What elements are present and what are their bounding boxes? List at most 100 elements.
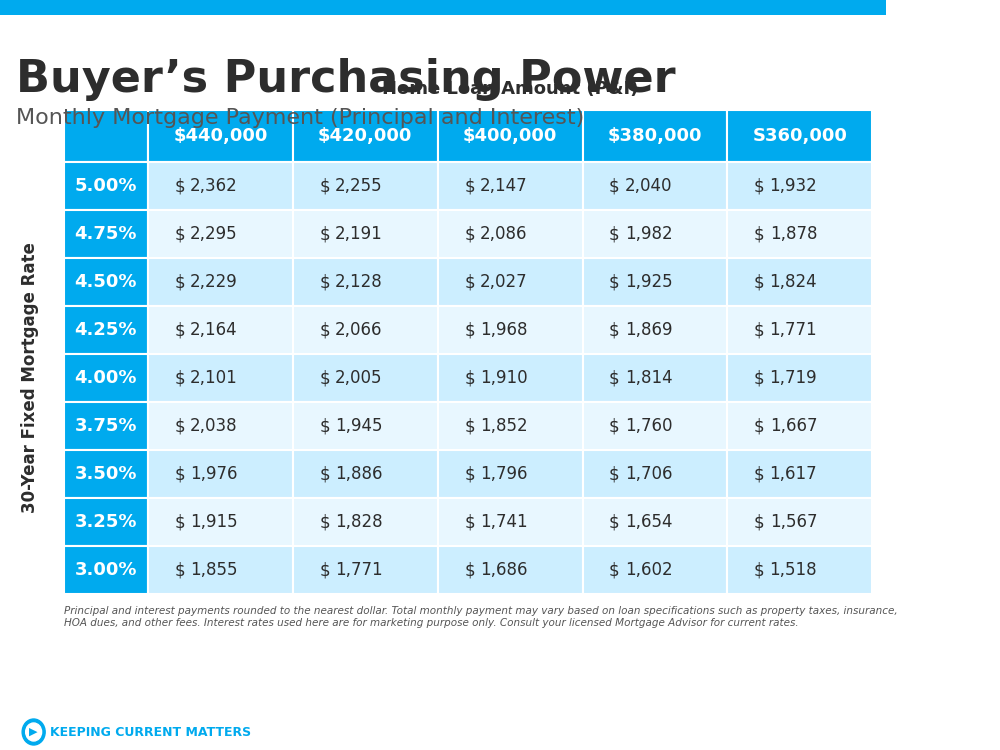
Text: $: $ bbox=[754, 273, 765, 291]
FancyBboxPatch shape bbox=[438, 306, 583, 354]
FancyBboxPatch shape bbox=[293, 402, 438, 450]
Text: $: $ bbox=[609, 273, 620, 291]
Circle shape bbox=[22, 719, 45, 745]
Text: 30-Year Fixed Mortgage Rate: 30-Year Fixed Mortgage Rate bbox=[21, 242, 39, 514]
FancyBboxPatch shape bbox=[293, 110, 438, 162]
FancyBboxPatch shape bbox=[64, 402, 148, 450]
FancyBboxPatch shape bbox=[583, 110, 727, 162]
Text: 1,760: 1,760 bbox=[625, 417, 672, 435]
Text: $: $ bbox=[754, 513, 765, 531]
FancyBboxPatch shape bbox=[293, 354, 438, 402]
Text: $: $ bbox=[464, 273, 475, 291]
Text: Home Loan Amount (P&I): Home Loan Amount (P&I) bbox=[382, 80, 638, 98]
Text: $: $ bbox=[609, 177, 620, 195]
FancyBboxPatch shape bbox=[727, 258, 872, 306]
FancyBboxPatch shape bbox=[727, 450, 872, 498]
Text: $440,000: $440,000 bbox=[173, 127, 268, 145]
FancyBboxPatch shape bbox=[727, 110, 872, 162]
FancyBboxPatch shape bbox=[293, 210, 438, 258]
FancyBboxPatch shape bbox=[148, 498, 293, 546]
Text: 1,824: 1,824 bbox=[770, 273, 817, 291]
Text: $: $ bbox=[464, 417, 475, 435]
Text: 1,932: 1,932 bbox=[769, 177, 817, 195]
Text: 1,771: 1,771 bbox=[770, 321, 817, 339]
Text: $: $ bbox=[464, 561, 475, 579]
Text: 2,101: 2,101 bbox=[190, 369, 238, 387]
Text: $: $ bbox=[754, 321, 765, 339]
Text: 2,164: 2,164 bbox=[190, 321, 238, 339]
FancyBboxPatch shape bbox=[438, 210, 583, 258]
Text: 2,066: 2,066 bbox=[335, 321, 383, 339]
Text: ▶: ▶ bbox=[29, 727, 38, 737]
Text: 1,814: 1,814 bbox=[625, 369, 672, 387]
FancyBboxPatch shape bbox=[727, 498, 872, 546]
Text: $: $ bbox=[319, 561, 330, 579]
FancyBboxPatch shape bbox=[148, 546, 293, 594]
FancyBboxPatch shape bbox=[438, 402, 583, 450]
Text: 2,040: 2,040 bbox=[625, 177, 672, 195]
Text: $: $ bbox=[319, 465, 330, 483]
Text: 2,086: 2,086 bbox=[480, 225, 527, 243]
FancyBboxPatch shape bbox=[727, 306, 872, 354]
FancyBboxPatch shape bbox=[148, 210, 293, 258]
FancyBboxPatch shape bbox=[148, 258, 293, 306]
Text: $: $ bbox=[174, 273, 185, 291]
Text: 1,567: 1,567 bbox=[770, 513, 817, 531]
Text: 4.25%: 4.25% bbox=[75, 321, 137, 339]
Text: 2,005: 2,005 bbox=[335, 369, 383, 387]
Text: $: $ bbox=[319, 417, 330, 435]
FancyBboxPatch shape bbox=[583, 354, 727, 402]
Text: 1,706: 1,706 bbox=[625, 465, 672, 483]
FancyBboxPatch shape bbox=[438, 110, 583, 162]
Text: Buyer’s Purchasing Power: Buyer’s Purchasing Power bbox=[16, 58, 676, 101]
FancyBboxPatch shape bbox=[727, 402, 872, 450]
Text: $: $ bbox=[174, 369, 185, 387]
FancyBboxPatch shape bbox=[727, 546, 872, 594]
Text: $: $ bbox=[609, 225, 620, 243]
Text: KEEPING CURRENT MATTERS: KEEPING CURRENT MATTERS bbox=[50, 725, 252, 739]
Text: $: $ bbox=[174, 513, 185, 531]
Text: $380,000: $380,000 bbox=[608, 127, 702, 145]
Text: Monthly Mortgage Payment (Principal and Interest): Monthly Mortgage Payment (Principal and … bbox=[16, 108, 584, 128]
Text: 2,027: 2,027 bbox=[480, 273, 527, 291]
FancyBboxPatch shape bbox=[64, 450, 148, 498]
Text: $: $ bbox=[609, 369, 620, 387]
FancyBboxPatch shape bbox=[64, 258, 148, 306]
FancyBboxPatch shape bbox=[438, 354, 583, 402]
FancyBboxPatch shape bbox=[583, 450, 727, 498]
Text: $: $ bbox=[754, 225, 765, 243]
FancyBboxPatch shape bbox=[438, 450, 583, 498]
FancyBboxPatch shape bbox=[438, 498, 583, 546]
Text: 5.00%: 5.00% bbox=[75, 177, 137, 195]
Text: $: $ bbox=[464, 177, 475, 195]
Text: Principal and interest payments rounded to the nearest dollar. Total monthly pay: Principal and interest payments rounded … bbox=[64, 606, 897, 628]
Text: $: $ bbox=[754, 465, 765, 483]
FancyBboxPatch shape bbox=[438, 162, 583, 210]
Text: $: $ bbox=[319, 513, 330, 531]
Text: 1,518: 1,518 bbox=[770, 561, 817, 579]
Text: 1,828: 1,828 bbox=[335, 513, 383, 531]
FancyBboxPatch shape bbox=[293, 450, 438, 498]
Text: 1,654: 1,654 bbox=[625, 513, 672, 531]
FancyBboxPatch shape bbox=[64, 498, 148, 546]
FancyBboxPatch shape bbox=[727, 162, 872, 210]
Text: 1,855: 1,855 bbox=[190, 561, 238, 579]
Text: $: $ bbox=[174, 465, 185, 483]
FancyBboxPatch shape bbox=[148, 354, 293, 402]
Text: $: $ bbox=[464, 321, 475, 339]
Text: $: $ bbox=[174, 417, 185, 435]
Text: $: $ bbox=[464, 225, 475, 243]
Text: $: $ bbox=[174, 225, 185, 243]
Text: 1,925: 1,925 bbox=[625, 273, 672, 291]
Text: 1,869: 1,869 bbox=[625, 321, 672, 339]
FancyBboxPatch shape bbox=[293, 306, 438, 354]
Text: 1,968: 1,968 bbox=[480, 321, 527, 339]
Text: $: $ bbox=[464, 465, 475, 483]
Text: $: $ bbox=[754, 561, 765, 579]
Text: $: $ bbox=[319, 177, 330, 195]
Text: 2,191: 2,191 bbox=[335, 225, 383, 243]
Text: $400,000: $400,000 bbox=[463, 127, 557, 145]
Text: 1,667: 1,667 bbox=[770, 417, 817, 435]
Text: 3.50%: 3.50% bbox=[75, 465, 137, 483]
Text: $: $ bbox=[754, 417, 765, 435]
